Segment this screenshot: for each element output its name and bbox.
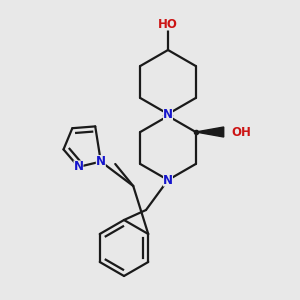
Text: N: N: [163, 173, 173, 187]
Polygon shape: [163, 114, 173, 116]
Text: OH: OH: [232, 125, 252, 139]
Text: N: N: [163, 107, 173, 121]
Polygon shape: [196, 127, 224, 137]
Text: HO: HO: [158, 17, 178, 31]
Text: N: N: [74, 160, 83, 173]
Text: N: N: [96, 155, 106, 168]
